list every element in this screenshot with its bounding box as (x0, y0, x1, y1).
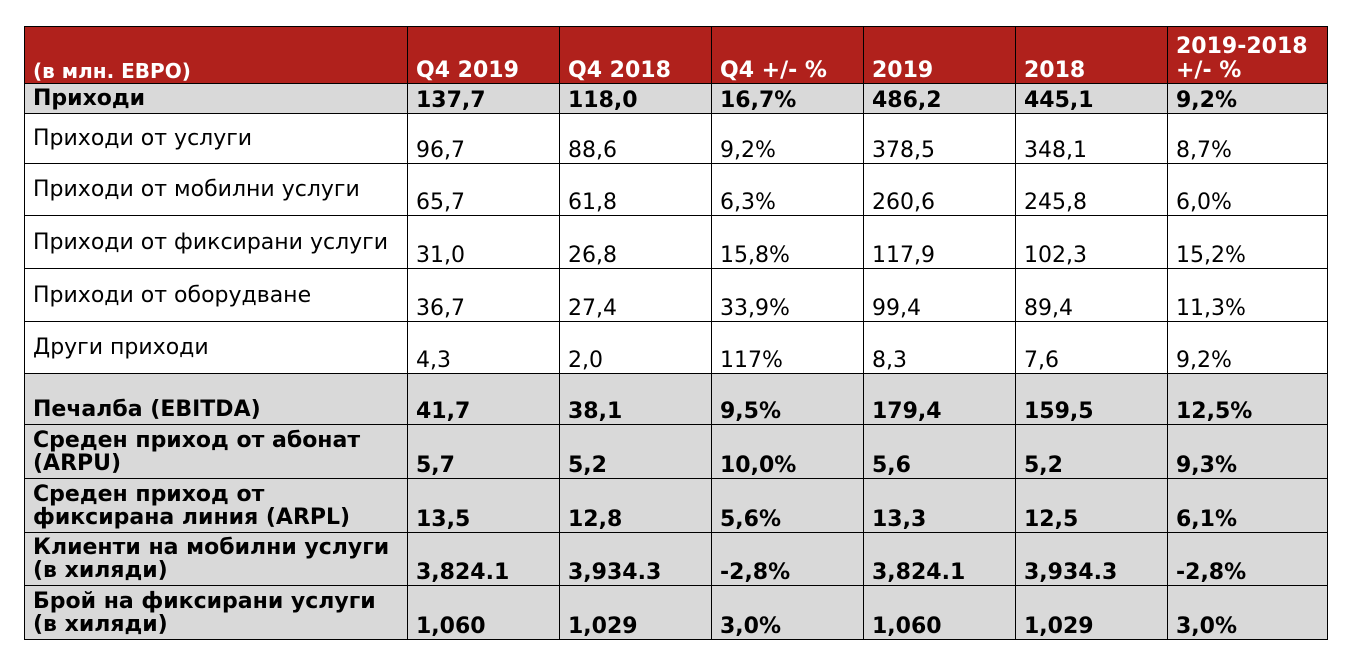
row-label: Приходи (24, 83, 408, 114)
table-cell: 348,1 (1015, 113, 1168, 164)
table-cell: 3,934.3 (1015, 532, 1168, 586)
row-label: Печалба (EBITDA) (24, 373, 408, 425)
table-cell: 65,7 (407, 163, 560, 216)
table-cell: 13,5 (407, 478, 560, 533)
table-cell: 4,3 (407, 321, 560, 374)
column-header-q4-2018: Q4 2018 (559, 26, 712, 84)
table-cell: 5,2 (559, 424, 712, 479)
column-header-2019: 2019 (863, 26, 1016, 84)
table-row: Брой на фиксирани услуги (в хиляди) 1,060… (24, 585, 1328, 640)
table-cell: 33,9% (711, 268, 864, 322)
table-cell: 1,060 (407, 585, 560, 640)
row-label: Среден приход от фиксирана линия (ARPL) (24, 478, 408, 533)
table-cell: 5,6 (863, 424, 1016, 479)
table-cell: 5,7 (407, 424, 560, 479)
table-row: Приходи от услуги 96,7 88,6 9,2% 378,5 348,1 8… (24, 113, 1328, 164)
column-header-year-change: 2019-2018 +/- % (1167, 26, 1328, 84)
column-header-q4-2019: Q4 2019 (407, 26, 560, 84)
table-cell: 1,029 (559, 585, 712, 640)
table-cell: 9,2% (1167, 321, 1328, 374)
table-row: Приходи 137,7 118,0 16,7% 486,2 445,1 9,2% (24, 83, 1328, 114)
column-header-2018: 2018 (1015, 26, 1168, 84)
table-cell: 31,0 (407, 215, 560, 269)
table-cell: 179,4 (863, 373, 1016, 425)
row-label: Среден приход от абонат (ARPU) (24, 424, 408, 479)
table-cell: 378,5 (863, 113, 1016, 164)
table-cell: 36,7 (407, 268, 560, 322)
table-cell: 8,3 (863, 321, 1016, 374)
column-header-unit: (в млн. ЕВРО) (24, 26, 408, 84)
table-cell: 15,2% (1167, 215, 1328, 269)
table-cell: 445,1 (1015, 83, 1168, 114)
table-cell: 12,5% (1167, 373, 1328, 425)
table-row: Приходи от оборудване 36,7 27,4 33,9% 99,4 89… (24, 268, 1328, 322)
row-label: Приходи от мобилни услуги (24, 163, 408, 216)
column-header-q4-change: Q4 +/- % (711, 26, 864, 84)
table-cell: 9,5% (711, 373, 864, 425)
table-row: Среден приход от фиксирана линия (ARPL) 1… (24, 478, 1328, 533)
table-cell: 6,1% (1167, 478, 1328, 533)
table-cell: 99,4 (863, 268, 1016, 322)
table-row: Други приходи 4,3 2,0 117% 8,3 7,6 9,2% (24, 321, 1328, 374)
table-cell: 16,7% (711, 83, 864, 114)
table-cell: 88,6 (559, 113, 712, 164)
row-label: Клиенти на мобилни услуги (в хиляди) (24, 532, 408, 586)
table-cell: 5,2 (1015, 424, 1168, 479)
table-row: Среден приход от абонат (ARPU) 5,7 5,2 10,0… (24, 424, 1328, 479)
financial-results-table: (в млн. ЕВРО) Q4 2019 Q4 2018 Q4 +/- % 2… (24, 26, 1328, 640)
table-cell: 260,6 (863, 163, 1016, 216)
table-cell: 1,029 (1015, 585, 1168, 640)
table-cell: 61,8 (559, 163, 712, 216)
table-cell: 3,0% (711, 585, 864, 640)
row-label: Брой на фиксирани услуги (в хиляди) (24, 585, 408, 640)
table-cell: 9,2% (1167, 83, 1328, 114)
table-cell: 12,5 (1015, 478, 1168, 533)
table-cell: 3,824.1 (407, 532, 560, 586)
table-cell: 13,3 (863, 478, 1016, 533)
table-cell: -2,8% (1167, 532, 1328, 586)
table-cell: 137,7 (407, 83, 560, 114)
table-cell: 3,934.3 (559, 532, 712, 586)
table-cell: 10,0% (711, 424, 864, 479)
table-cell: 89,4 (1015, 268, 1168, 322)
table-cell: 6,0% (1167, 163, 1328, 216)
table-cell: 118,0 (559, 83, 712, 114)
table-cell: 9,3% (1167, 424, 1328, 479)
table-cell: 27,4 (559, 268, 712, 322)
table-cell: 3,0% (1167, 585, 1328, 640)
table-cell: 1,060 (863, 585, 1016, 640)
table-header-row: (в млн. ЕВРО) Q4 2019 Q4 2018 Q4 +/- % 2… (24, 26, 1328, 84)
table-cell: 486,2 (863, 83, 1016, 114)
row-label: Приходи от услуги (24, 113, 408, 164)
table-cell: 117% (711, 321, 864, 374)
table-cell: 117,9 (863, 215, 1016, 269)
table-cell: 102,3 (1015, 215, 1168, 269)
table-cell: -2,8% (711, 532, 864, 586)
table-cell: 15,8% (711, 215, 864, 269)
table-cell: 245,8 (1015, 163, 1168, 216)
table-cell: 9,2% (711, 113, 864, 164)
table-row: Печалба (EBITDA) 41,7 38,1 9,5% 179,4 159,5 12… (24, 373, 1328, 425)
table-cell: 3,824.1 (863, 532, 1016, 586)
table-cell: 8,7% (1167, 113, 1328, 164)
table-row: Приходи от фиксирани услуги 31,0 26,8 15,8%… (24, 215, 1328, 269)
table-cell: 6,3% (711, 163, 864, 216)
table-cell: 159,5 (1015, 373, 1168, 425)
table-cell: 38,1 (559, 373, 712, 425)
table-row: Приходи от мобилни услуги 65,7 61,8 6,3% 260… (24, 163, 1328, 216)
table-row: Клиенти на мобилни услуги (в хиляди) 3,82… (24, 532, 1328, 586)
table-cell: 7,6 (1015, 321, 1168, 374)
row-label: Други приходи (24, 321, 408, 374)
table-cell: 96,7 (407, 113, 560, 164)
row-label: Приходи от оборудване (24, 268, 408, 322)
row-label: Приходи от фиксирани услуги (24, 215, 408, 269)
table-cell: 12,8 (559, 478, 712, 533)
table-cell: 5,6% (711, 478, 864, 533)
table-cell: 2,0 (559, 321, 712, 374)
table-cell: 41,7 (407, 373, 560, 425)
table-cell: 11,3% (1167, 268, 1328, 322)
table-cell: 26,8 (559, 215, 712, 269)
